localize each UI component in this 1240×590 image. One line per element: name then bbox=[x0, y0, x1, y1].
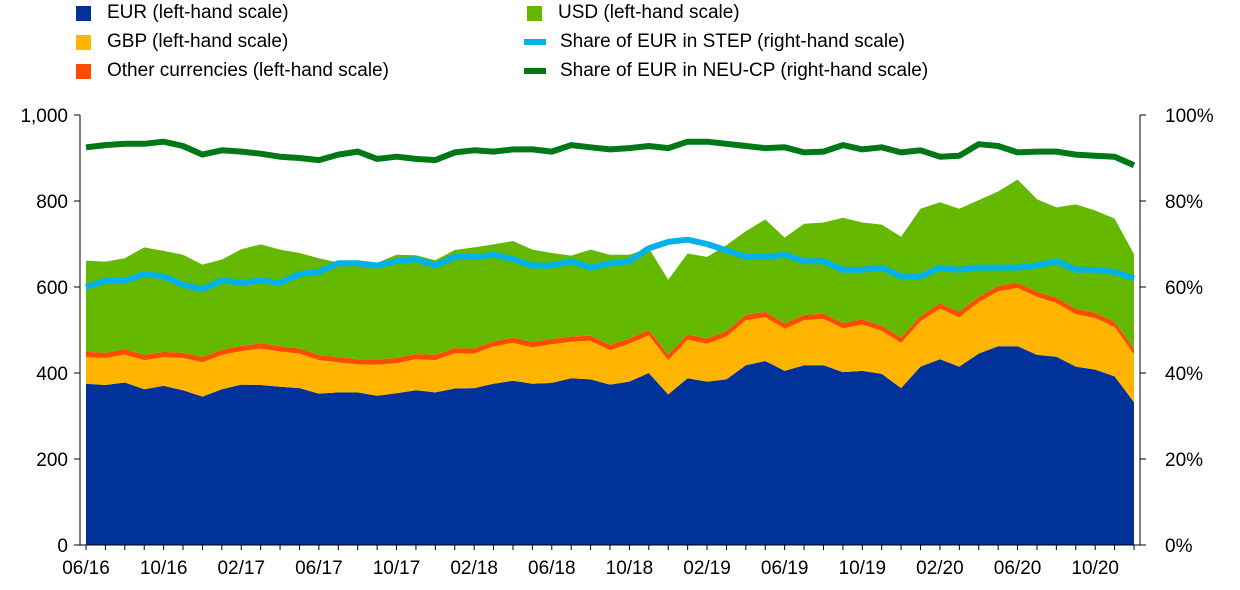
legend-label-step: Share of EUR in STEP (right-hand scale) bbox=[560, 31, 905, 52]
left-tick-label: 200 bbox=[36, 450, 68, 471]
legend-label-other: Other currencies (left-hand scale) bbox=[107, 60, 389, 81]
x-tick-label: 02/18 bbox=[450, 558, 498, 579]
x-tick-label: 02/19 bbox=[683, 558, 731, 579]
x-tick-label: 02/17 bbox=[217, 558, 265, 579]
x-tick-label: 06/20 bbox=[994, 558, 1042, 579]
right-tick-label: 20% bbox=[1165, 450, 1203, 471]
left-tick-label: 0 bbox=[57, 536, 68, 557]
area-usd bbox=[86, 179, 1134, 360]
x-tick-label: 06/19 bbox=[761, 558, 809, 579]
right-tick-label: 80% bbox=[1165, 192, 1203, 213]
legend-swatch-gbp bbox=[76, 34, 91, 50]
legend-label-eur: EUR (left-hand scale) bbox=[107, 2, 289, 23]
area-gbp bbox=[86, 287, 1134, 403]
left-tick-label: 600 bbox=[36, 278, 68, 299]
legend-swatch-neucp bbox=[524, 68, 546, 74]
legend-swatch-eur bbox=[76, 5, 91, 21]
legend-item-eur: EUR (left-hand scale) bbox=[76, 2, 289, 24]
right-tick-label: 100% bbox=[1165, 106, 1214, 127]
line-neucp-share bbox=[85, 138, 1136, 169]
legend-label-usd: USD (left-hand scale) bbox=[558, 2, 740, 23]
legend-swatch-usd bbox=[527, 5, 542, 21]
legend-item-other: Other currencies (left-hand scale) bbox=[76, 60, 389, 82]
x-tick-label: 06/16 bbox=[62, 558, 110, 579]
legend-item-step: Share of EUR in STEP (right-hand scale) bbox=[524, 31, 905, 53]
x-tick-label: 10/19 bbox=[839, 558, 887, 579]
line-step-share bbox=[85, 236, 1135, 293]
right-tick-label: 60% bbox=[1165, 278, 1203, 299]
x-tick-label: 10/20 bbox=[1071, 558, 1119, 579]
x-tick-label: 10/16 bbox=[140, 558, 188, 579]
legend-label-gbp: GBP (left-hand scale) bbox=[107, 31, 289, 52]
area-other bbox=[86, 282, 1134, 365]
x-tick-label: 10/17 bbox=[373, 558, 421, 579]
legend-item-neucp: Share of EUR in NEU-CP (right-hand scale… bbox=[524, 60, 928, 82]
right-tick-label: 40% bbox=[1165, 364, 1203, 385]
x-tick-label: 06/18 bbox=[528, 558, 576, 579]
left-tick-label: 1,000 bbox=[20, 106, 68, 127]
left-tick-label: 800 bbox=[36, 192, 68, 213]
legend-item-usd: USD (left-hand scale) bbox=[527, 2, 740, 24]
area-eur bbox=[86, 346, 1134, 545]
legend-label-neucp: Share of EUR in NEU-CP (right-hand scale… bbox=[560, 60, 929, 81]
x-tick-label: 06/17 bbox=[295, 558, 343, 579]
x-tick-label: 10/18 bbox=[606, 558, 654, 579]
left-tick-label: 400 bbox=[36, 364, 68, 385]
legend-swatch-step bbox=[524, 39, 546, 45]
right-tick-label: 0% bbox=[1165, 536, 1193, 557]
legend-item-gbp: GBP (left-hand scale) bbox=[76, 31, 288, 53]
legend: EUR (left-hand scale) USD (left-hand sca… bbox=[0, 0, 1240, 90]
x-tick-label: 02/20 bbox=[916, 558, 964, 579]
legend-swatch-other bbox=[76, 63, 91, 79]
